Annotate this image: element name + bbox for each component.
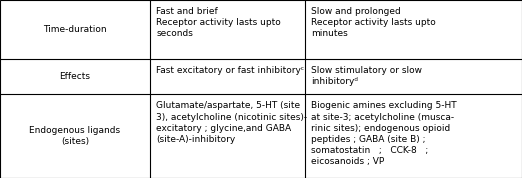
Text: Slow and prolonged
Receptor activity lasts upto
minutes: Slow and prolonged Receptor activity las… [311, 7, 436, 38]
Text: Slow stimulatory or slow
inhibitoryᵈ: Slow stimulatory or slow inhibitoryᵈ [311, 66, 422, 86]
Text: Endogenous ligands
(sites): Endogenous ligands (sites) [29, 126, 121, 146]
Text: Biogenic amines excluding 5-HT
at site-3; acetylcholine (musca-
rinic sites); en: Biogenic amines excluding 5-HT at site-3… [311, 101, 457, 166]
Text: Effects: Effects [60, 72, 90, 81]
Text: Fast and brief
Receptor activity lasts upto
seconds: Fast and brief Receptor activity lasts u… [156, 7, 281, 38]
Text: Time-duration: Time-duration [43, 25, 106, 34]
Text: Glutamate/aspartate, 5-HT (site
3), acetylcholine (nicotinic sites)-
excitatory : Glutamate/aspartate, 5-HT (site 3), acet… [156, 101, 307, 144]
Text: Fast excitatory or fast inhibitoryᶜ: Fast excitatory or fast inhibitoryᶜ [156, 66, 304, 75]
